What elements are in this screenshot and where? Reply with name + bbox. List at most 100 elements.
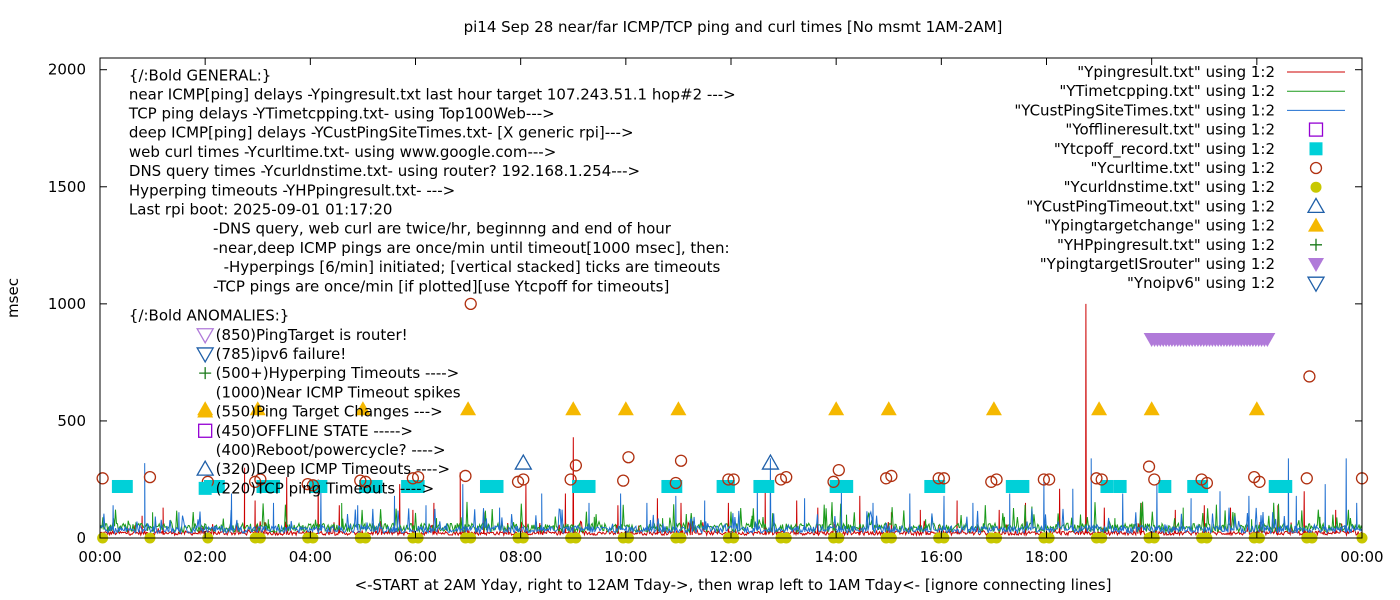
annotation-text: (220)TCP ping Timeouts ----> [216,479,434,497]
data-point [354,401,371,416]
data-point [932,472,945,485]
legend: "Ypingresult.txt" using 1:2"YTimetcpping… [1014,63,1345,293]
data-point [1279,479,1293,493]
annotation-text: (550)Ping Target Changes ---> [216,403,443,421]
series-line-2 [99,458,1363,535]
data-point [249,401,266,416]
data-point [828,401,845,416]
x-tick-label: 10:00 [604,548,647,566]
legend-label: "Ycurltime.txt" using 1:2 [1090,159,1275,177]
data-point [464,297,477,311]
data-point [460,401,477,416]
data-point [1037,473,1051,486]
annotation-text: deep ICMP[ping] delays -YCustPingSiteTim… [129,124,634,142]
data-point [669,476,682,490]
annotation-text: -DNS query, web curl are twice/hr, begin… [213,220,672,238]
y-tick-label: 500 [57,412,86,430]
x-axis-label: <-START at 2AM Yday, right to 12AM Tday-… [355,576,1112,594]
y-tick-label: 0 [76,529,86,547]
data-point [827,475,840,488]
data-point [990,473,1003,486]
data-point [1259,332,1276,347]
data-point [1095,473,1108,486]
data-point [119,479,133,493]
legend-label: "Yofflineresult.txt" using 1:2 [1065,121,1275,139]
data-point [727,473,740,486]
legend-marker-swatch [1306,197,1326,214]
x-tick-label: 14:00 [815,548,858,566]
legend-label: "YCustPingSiteTimes.txt" using 1:2 [1014,101,1275,119]
data-point [669,479,683,493]
y-tick-label: 2000 [48,61,86,79]
legend-marker-swatch [1308,258,1324,272]
data-point [722,473,735,486]
data-point [674,454,688,467]
data-point [1300,472,1313,485]
annotation-text: DNS query times -Ycurldnstime.txt- using… [129,162,640,180]
data-point [514,453,533,470]
data-point [840,479,854,493]
legend-label: "Ypingresult.txt" using 1:2 [1077,63,1275,81]
legend-label: "Ypingtargetchange" using 1:2 [1044,217,1275,235]
marker-series-5 [197,401,1265,416]
data-point [369,479,383,493]
data-point [761,479,775,493]
data-point [254,473,267,486]
data-point [1200,476,1214,490]
x-tick-label: 04:00 [289,548,332,566]
legend-marker-swatch [1309,142,1323,156]
chart-title: pi14 Sep 28 near/far ICMP/TCP ping and c… [464,18,1003,36]
data-point [832,463,845,477]
data-point [406,472,420,485]
x-tick-label: 18:00 [1025,548,1068,566]
annotation-text: {/:Bold GENERAL:} [129,67,271,85]
data-point [301,477,314,491]
x-tick-label: 22:00 [1235,548,1278,566]
annotation-marker [197,403,214,418]
annotation-text: near ICMP[ping] delays -Ypingresult.txt … [129,85,736,103]
data-point [1253,475,1266,488]
annotation-text: (400)Reboot/powercycle? ----> [216,441,446,459]
legend-label: "YCustPingTimeout.txt" using 1:2 [1026,197,1275,215]
x-tick-label: 00:00 [1340,548,1383,566]
x-tick-label: 08:00 [499,548,542,566]
annotation-text: -near,deep ICMP pings are once/min until… [213,239,730,257]
data-point [880,401,897,416]
annotation-marker [198,481,212,495]
data-point [490,479,504,493]
legend-marker-swatch [1306,276,1326,293]
data-point [143,470,157,484]
y-tick-label: 1500 [48,178,86,196]
data-point [780,470,793,484]
data-point [1148,473,1161,486]
data-point [479,479,493,493]
annotation-text: TCP ping delays -YTimetcpping.txt- using… [128,104,555,122]
data-point [354,474,367,487]
legend-marker-swatch [1310,238,1322,251]
legend-label: "Ytcpoff_record.txt" using 1:2 [1054,140,1275,159]
marker-series-7 [1143,332,1276,347]
annotation-text: {/:Bold ANOMALIES:} [129,307,289,325]
data-point [670,401,687,416]
data-point [1091,401,1108,416]
legend-label: "Ycurldnstime.txt" using 1:2 [1064,178,1275,196]
marker-series-4 [514,453,780,470]
annotation-marker [198,423,213,438]
legend-label: "Ynoipv6" using 1:2 [1127,274,1275,292]
annotation-text: -Hyperpings [6/min] initiated; [vertical… [224,258,721,276]
data-point [582,479,596,493]
data-point [96,472,109,485]
marker-series-2 [96,297,1369,492]
data-point [617,474,630,487]
legend-label: "YHPpingresult.txt" using 1:2 [1057,236,1275,254]
annotation-marker [196,459,215,476]
annotation-text: Hyperping timeouts -YHPpingresult.txt- -… [129,181,455,199]
annotation-text: (500+)Hyperping Timeouts ----> [216,364,460,382]
data-point [411,470,425,484]
data-point [1005,479,1019,493]
annotation-text: Last rpi boot: 2025-09-01 01:17:20 [129,200,393,218]
data-point [1113,479,1127,493]
data-point [1143,401,1160,416]
data-point [885,469,898,483]
